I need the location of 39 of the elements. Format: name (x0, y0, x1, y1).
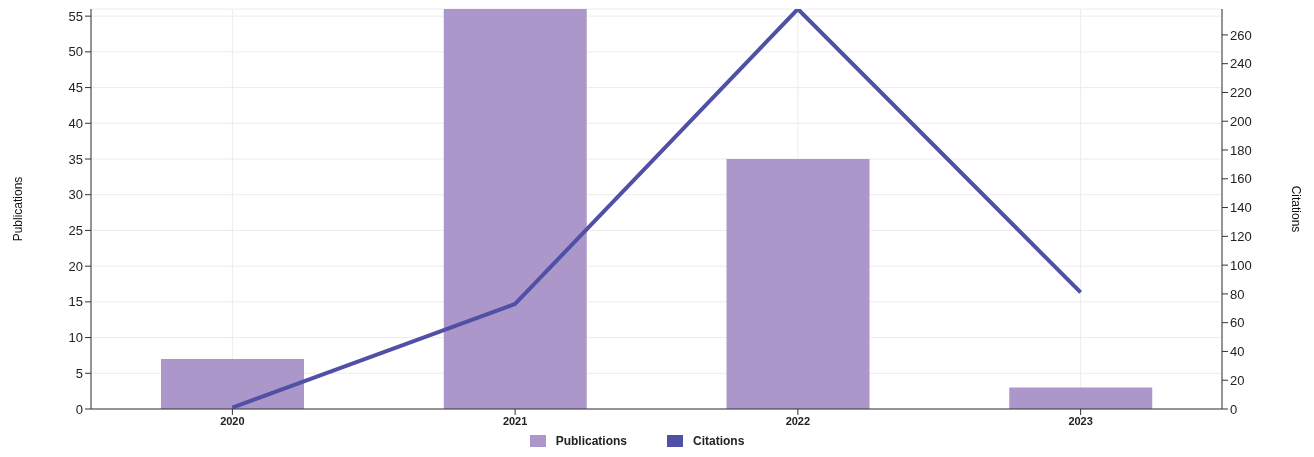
y-tick-label: 0 (75, 401, 83, 417)
y2-tick-label: 200 (1230, 113, 1252, 129)
y2-tick-label: 40 (1230, 344, 1245, 360)
y-tick-label: 55 (68, 8, 83, 24)
y2-tick-label: 240 (1230, 56, 1252, 72)
y2-tick-label: 160 (1230, 171, 1252, 187)
line-series (230, 9, 1083, 409)
y2-tick-label: 220 (1230, 85, 1252, 101)
y-tick-label: 15 (68, 294, 83, 310)
legend-label: Publications (555, 434, 627, 448)
x-tick-label: 2023 (1068, 414, 1093, 427)
y-tick-label: 40 (68, 115, 83, 131)
y2-tick-label: 180 (1230, 142, 1252, 158)
y-axis-title: Publications (11, 176, 26, 242)
y2-tick-label: 260 (1230, 27, 1252, 43)
y2-tick-label: 140 (1230, 200, 1252, 216)
y-tick-label: 10 (68, 330, 83, 346)
bar (161, 359, 304, 409)
bar (726, 159, 870, 409)
y-tick-label: 35 (68, 151, 83, 167)
y-tick-label: 25 (68, 223, 83, 239)
y2-tick-label: 100 (1230, 257, 1252, 273)
y-tick-label: 20 (68, 258, 83, 274)
y2-tick-label: 60 (1230, 315, 1245, 331)
y-tick-label: 50 (68, 44, 83, 60)
bar (443, 9, 587, 409)
y2-tick-label: 80 (1230, 286, 1245, 302)
bar (1009, 387, 1153, 409)
y-tick-label: 30 (68, 187, 83, 203)
y2-tick-label: 120 (1230, 228, 1252, 244)
legend-label: Citations (693, 434, 745, 448)
y-tick-label: 5 (75, 365, 83, 381)
x-tick-label: 2020 (220, 414, 245, 427)
y2-tick-label: 20 (1230, 372, 1245, 388)
y2-axis-title: Citations (1288, 185, 1303, 233)
x-tick-label: 2022 (785, 414, 811, 427)
x-tick-label: 2021 (502, 414, 528, 427)
y-tick-label: 45 (68, 80, 83, 96)
y2-tick-label: 0 (1230, 401, 1238, 417)
